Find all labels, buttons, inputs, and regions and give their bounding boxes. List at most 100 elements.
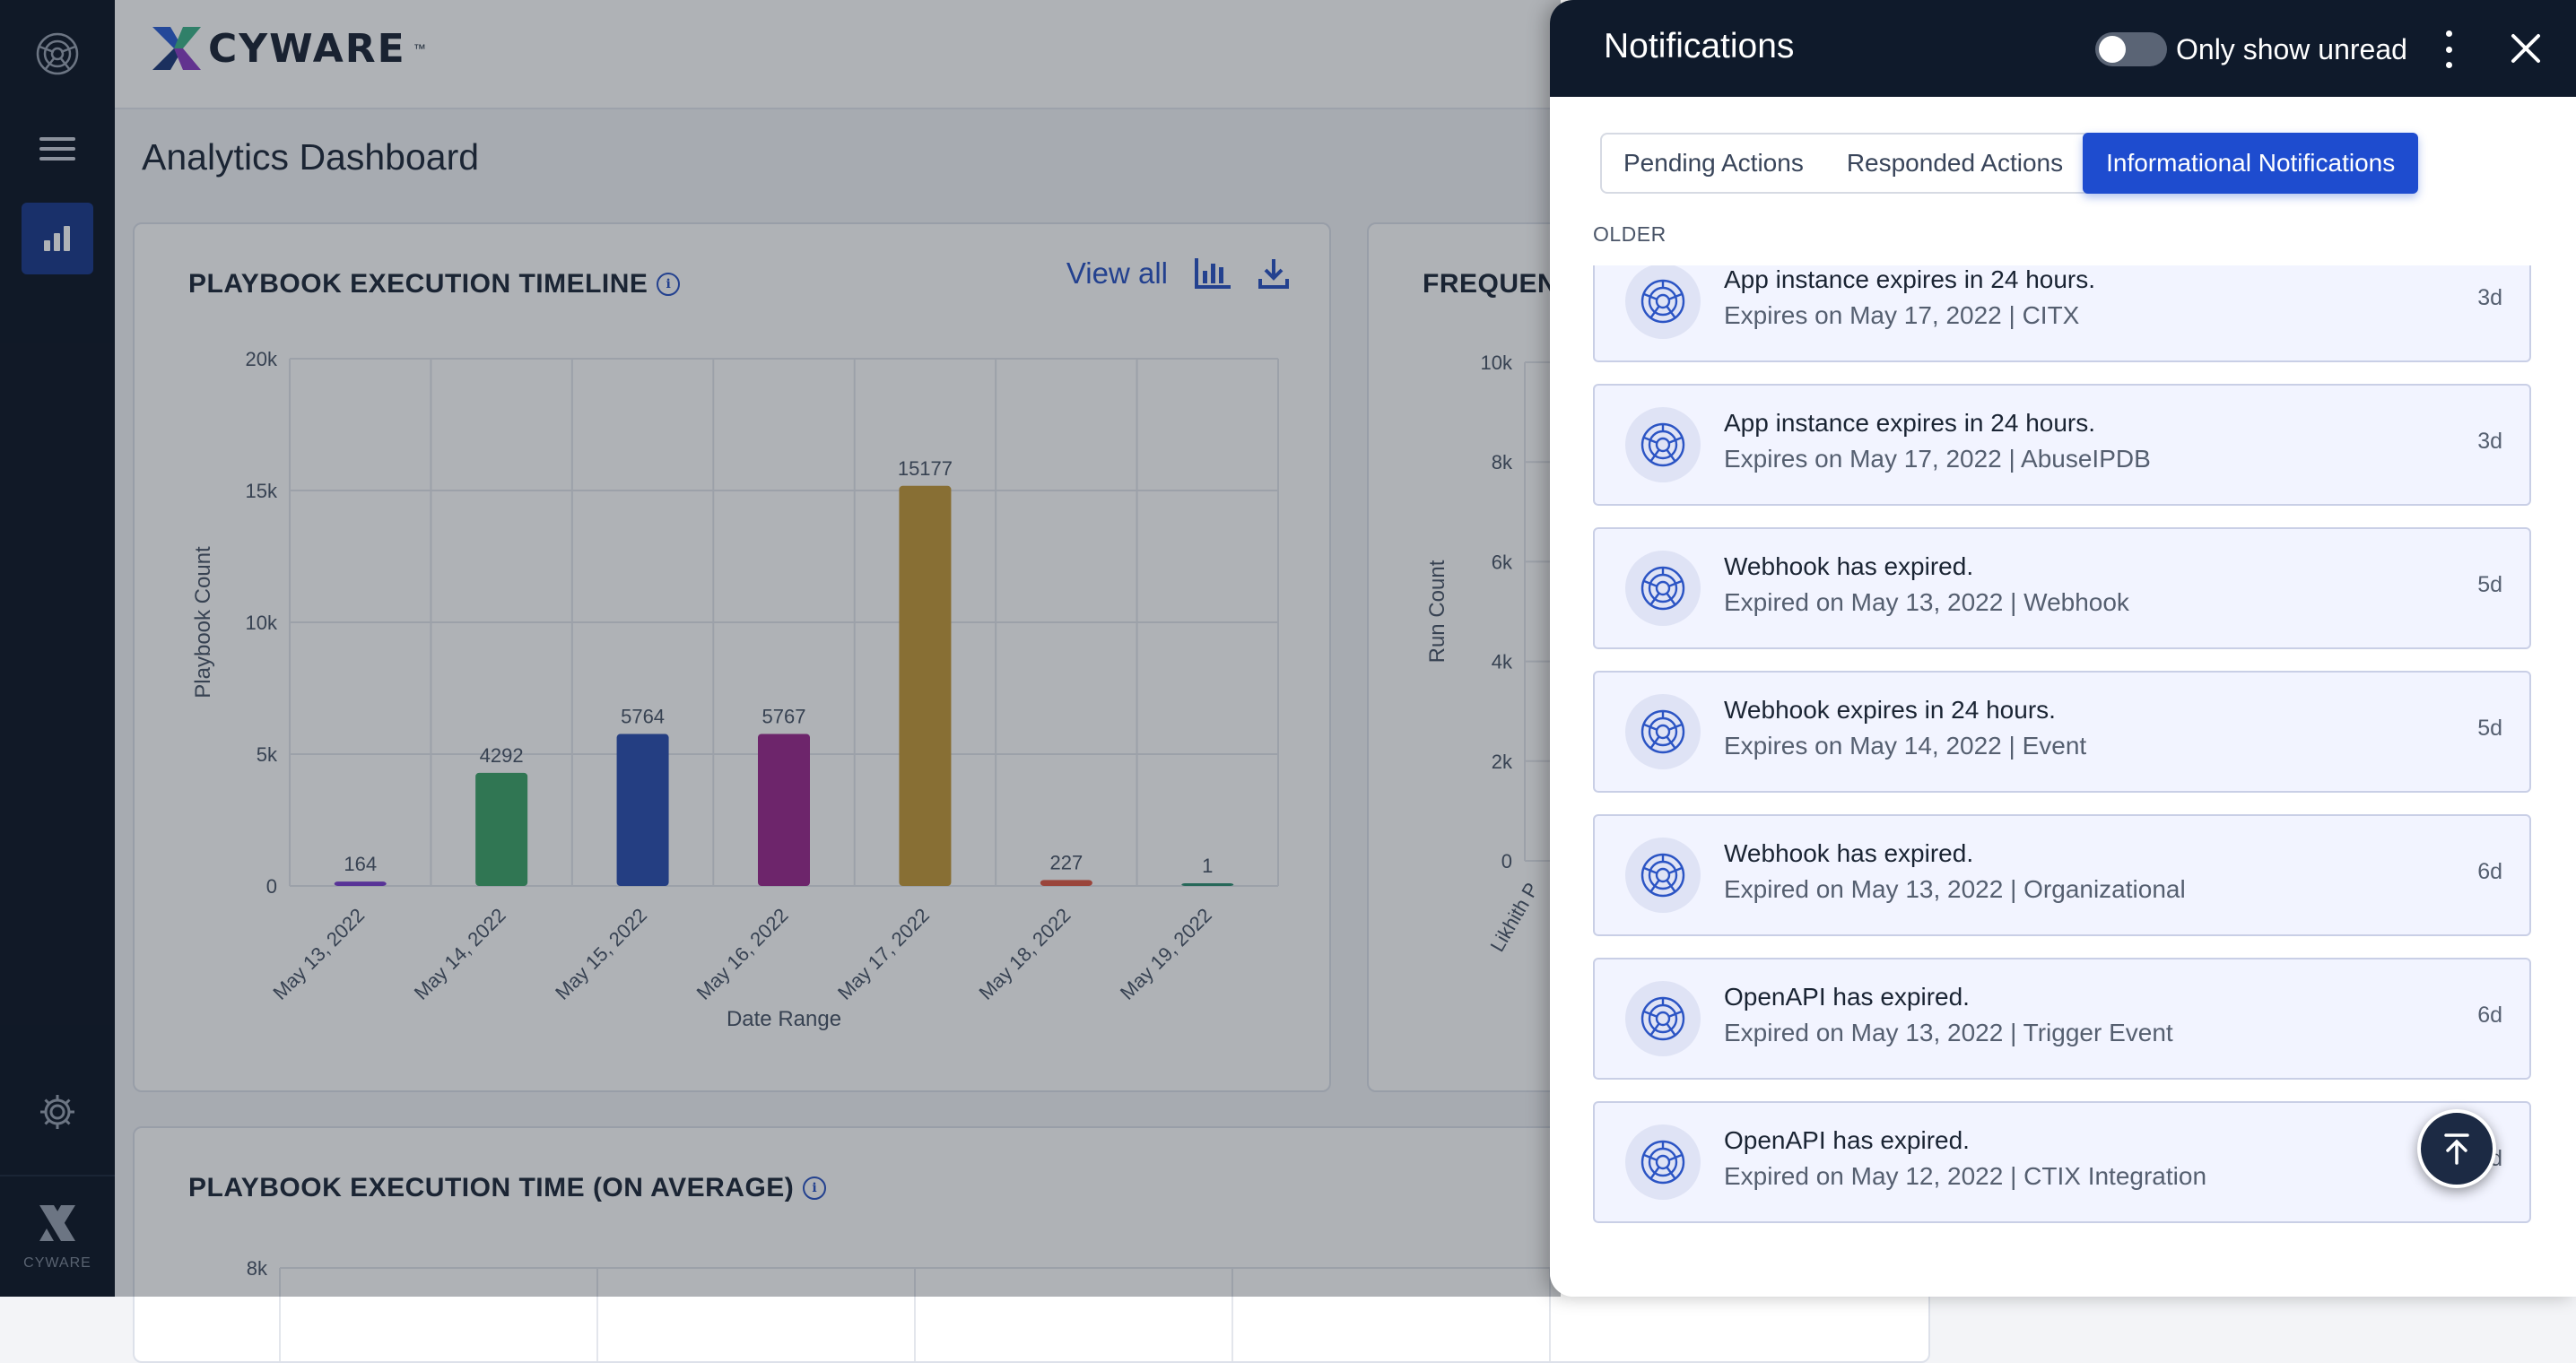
notification-tabs: Pending Actions Responded Actions Informat…	[1600, 133, 2419, 194]
rail-footer: CYWARE	[0, 1175, 115, 1297]
y-tick-label: 15k	[246, 480, 278, 502]
bar-value-label: 1	[1202, 855, 1213, 877]
notification-time: 3d	[2477, 285, 2502, 310]
bar-chart-icon[interactable]	[1195, 258, 1231, 289]
notification-time: 5d	[2477, 572, 2502, 597]
notification-title: OpenAPI has expired.	[1724, 1126, 1970, 1154]
notification-subtitle: Expired on May 13, 2022 | Webhook	[1724, 588, 2129, 616]
bar-value-label: 164	[344, 853, 377, 875]
bar-value-label: 4292	[480, 744, 524, 767]
notification-app-icon	[1625, 551, 1701, 626]
tab-informational-notifications[interactable]: Informational Notifications	[2083, 133, 2419, 194]
modal-backdrop[interactable]	[0, 0, 1561, 1297]
y-tick-label: 5k	[257, 743, 278, 766]
y-tick-label: 10k	[1481, 352, 1513, 374]
section-label-older: OLDER	[1593, 222, 1667, 246]
panel-footer-space	[1550, 1246, 2576, 1297]
bar-value-label: 5764	[621, 706, 665, 728]
notification-app-icon	[1625, 265, 1701, 339]
notification-title: App instance expires in 24 hours.	[1724, 265, 2096, 293]
left-nav-rail: CYWARE	[0, 0, 115, 1297]
notification-item[interactable]: OpenAPI has expired. Expired on May 12, 2…	[1593, 1101, 2531, 1223]
tab-pending-actions[interactable]: Pending Actions	[1623, 149, 1804, 177]
scroll-to-top-button[interactable]	[2417, 1109, 2496, 1188]
notification-subtitle: Expires on May 17, 2022 | AbuseIPDB	[1724, 445, 2151, 473]
more-options-icon[interactable]	[2440, 30, 2458, 68]
notification-app-icon	[1625, 694, 1701, 769]
toggle-knob	[2099, 36, 2126, 63]
notifications-title: Notifications	[1604, 27, 1795, 65]
bar-value-label: 15177	[898, 457, 953, 480]
notification-title: OpenAPI has expired.	[1724, 983, 1970, 1011]
bar	[899, 485, 952, 886]
info-icon[interactable]: i	[803, 1176, 827, 1200]
unread-toggle[interactable]	[2095, 32, 2167, 66]
y-tick-label: 8k	[1492, 451, 1513, 473]
notification-title: App instance expires in 24 hours.	[1724, 409, 2096, 437]
notification-item[interactable]: Webhook has expired. Expired on May 13, 2…	[1593, 814, 2531, 936]
notification-time: 6d	[2477, 1003, 2502, 1028]
tab-responded-actions[interactable]: Responded Actions	[1846, 149, 2064, 177]
cyware-logo[interactable]: CYWARE ™	[151, 25, 426, 72]
notification-title: Webhook has expired.	[1724, 839, 1974, 867]
bar	[1040, 880, 1092, 886]
notification-title: Webhook expires in 24 hours.	[1724, 696, 2056, 724]
notifications-panel: Notifications Only show unread Pending A…	[1550, 0, 2576, 1297]
cyware-mark-icon	[39, 1205, 75, 1241]
y-tick-label: 20k	[246, 348, 278, 370]
notification-time: 5d	[2477, 716, 2502, 741]
bar	[1181, 883, 1234, 886]
notification-app-icon	[1625, 407, 1701, 482]
bar-value-label: 227	[1049, 851, 1083, 873]
download-icon[interactable]	[1258, 257, 1290, 290]
cyware-logo-icon	[152, 27, 201, 70]
y-axis-title: Playbook Count	[191, 546, 215, 699]
notification-item[interactable]: OpenAPI has expired. Expired on May 13, 2…	[1593, 958, 2531, 1080]
settings-gear-icon[interactable]	[22, 1076, 93, 1148]
notification-app-icon	[1625, 981, 1701, 1056]
notification-title: Webhook has expired.	[1724, 552, 1974, 580]
bar	[758, 734, 810, 886]
arrow-up-icon	[2444, 1133, 2469, 1165]
notification-list[interactable]: App instance expires in 24 hours. Expires…	[1593, 265, 2531, 1246]
y-tick-label: 4k	[1492, 651, 1513, 673]
notification-subtitle: Expires on May 14, 2022 | Event	[1724, 732, 2087, 760]
notification-time: 6d	[2477, 859, 2502, 884]
y-tick-label: 0	[1501, 850, 1512, 872]
rail-brand-label: CYWARE	[23, 1255, 91, 1271]
notification-item[interactable]: Webhook has expired. Expired on May 13, 2…	[1593, 527, 2531, 649]
info-icon[interactable]: i	[657, 273, 681, 296]
unread-toggle-label: Only show unread	[2176, 33, 2407, 65]
notification-item[interactable]: App instance expires in 24 hours. Expires…	[1593, 384, 2531, 506]
card-title: PLAYBOOK EXECUTION TIME (ON AVERAGE) i	[188, 1173, 827, 1203]
notification-item[interactable]: App instance expires in 24 hours. Expires…	[1593, 265, 2531, 362]
card-actions: View all	[1066, 256, 1290, 291]
y-tick-label: 0	[266, 875, 277, 898]
frequent-card-title: FREQUENT	[1423, 269, 1574, 299]
view-all-link[interactable]: View all	[1066, 256, 1168, 290]
notification-app-icon	[1625, 1124, 1701, 1200]
y-axis-title: Run Count	[1425, 560, 1449, 663]
bar	[475, 772, 528, 886]
app-logo-icon[interactable]	[22, 18, 93, 90]
page-title: Analytics Dashboard	[142, 136, 480, 178]
bar	[616, 734, 669, 886]
notification-subtitle: Expires on May 17, 2022 | CITX	[1724, 301, 2080, 329]
menu-icon[interactable]	[22, 113, 93, 185]
playbook-timeline-card: PLAYBOOK EXECUTION TIMELINE i View all 0…	[133, 222, 1331, 1092]
notification-item[interactable]: Webhook expires in 24 hours. Expires on M…	[1593, 671, 2531, 793]
notification-app-icon	[1625, 838, 1701, 913]
time-card-title: PLAYBOOK EXECUTION TIME (ON AVERAGE)	[188, 1173, 795, 1202]
bar	[334, 881, 387, 886]
close-icon[interactable]	[2506, 29, 2546, 68]
notification-subtitle: Expired on May 12, 2022 | CTIX Integrati…	[1724, 1162, 2207, 1190]
card-title: PLAYBOOK EXECUTION TIMELINE i	[188, 269, 681, 300]
timeline-card-title: PLAYBOOK EXECUTION TIMELINE	[188, 269, 648, 299]
y-tick-label: 6k	[1492, 551, 1513, 573]
analytics-nav-icon[interactable]	[22, 203, 93, 274]
y-tick-label: 10k	[246, 612, 278, 634]
notification-subtitle: Expired on May 13, 2022 | Trigger Event	[1724, 1019, 2173, 1046]
trademark: ™	[413, 41, 426, 56]
notifications-header: Notifications Only show unread	[1550, 0, 2576, 97]
